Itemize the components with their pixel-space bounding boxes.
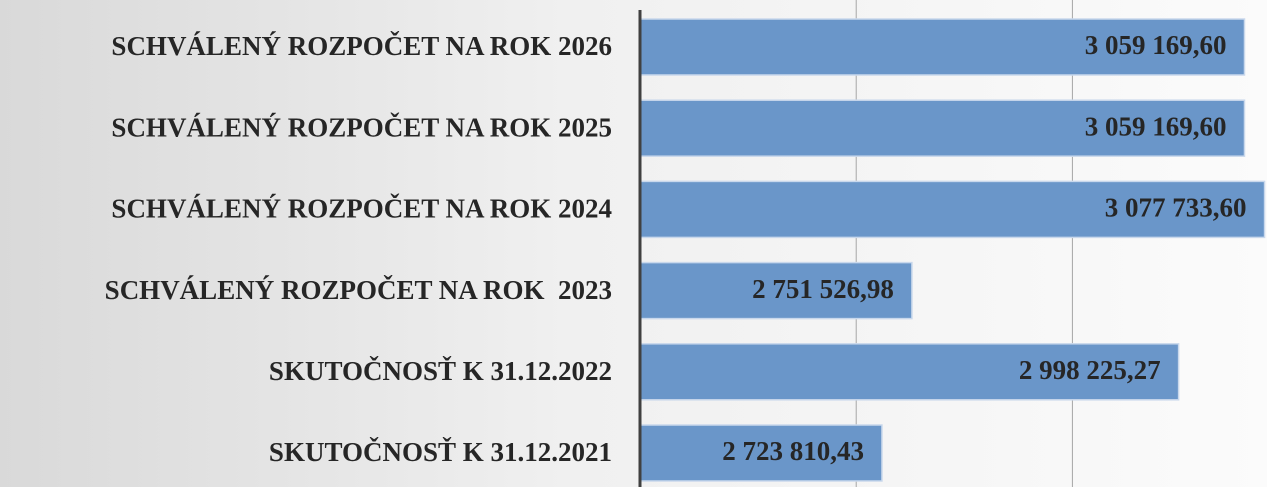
bar xyxy=(639,424,883,482)
category-label: SCHVÁLENÝ ROZPOČET NA ROK 2026 xyxy=(111,31,612,61)
bar xyxy=(639,99,1246,157)
value-label: 2 723 810,43 xyxy=(722,436,864,466)
category-label: SCHVÁLENÝ ROZPOČET NA ROK 2025 xyxy=(111,112,612,142)
value-label: 3 059 169,60 xyxy=(1085,111,1227,141)
bar xyxy=(639,343,1180,401)
value-label: 3 077 733,60 xyxy=(1105,193,1247,223)
value-label: 2 751 526,98 xyxy=(752,274,894,304)
value-label: 2 998 225,27 xyxy=(1019,355,1161,385)
value-label: 3 059 169,60 xyxy=(1085,30,1227,60)
category-label: SCHVÁLENÝ ROZPOČET NA ROK 2023 xyxy=(105,275,612,305)
category-label: SKUTOČNOSŤ K 31.12.2022 xyxy=(269,356,612,386)
category-label: SKUTOČNOSŤ K 31.12.2021 xyxy=(269,437,612,467)
category-label: SCHVÁLENÝ ROZPOČET NA ROK 2024 xyxy=(111,194,612,224)
